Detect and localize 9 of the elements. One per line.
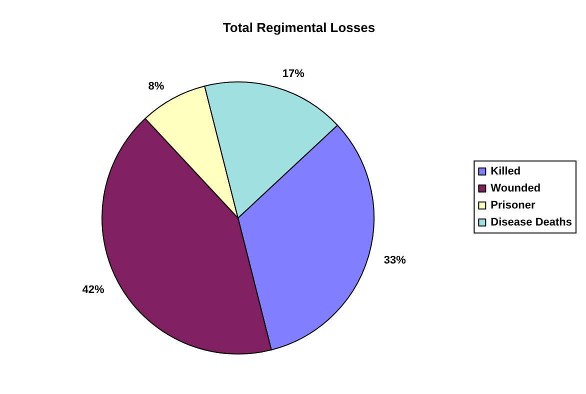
data-label: 42% xyxy=(82,284,105,296)
data-label: 8% xyxy=(148,80,164,92)
legend-label: Disease Deaths xyxy=(490,216,572,228)
data-label: 33% xyxy=(384,254,406,266)
data-label: 17% xyxy=(282,68,305,80)
chart-title: Total Regimental Losses xyxy=(222,20,376,35)
legend-label: Wounded xyxy=(490,182,541,194)
legend-label: Prisoner xyxy=(490,200,536,212)
legend-label: Killed xyxy=(490,166,521,178)
